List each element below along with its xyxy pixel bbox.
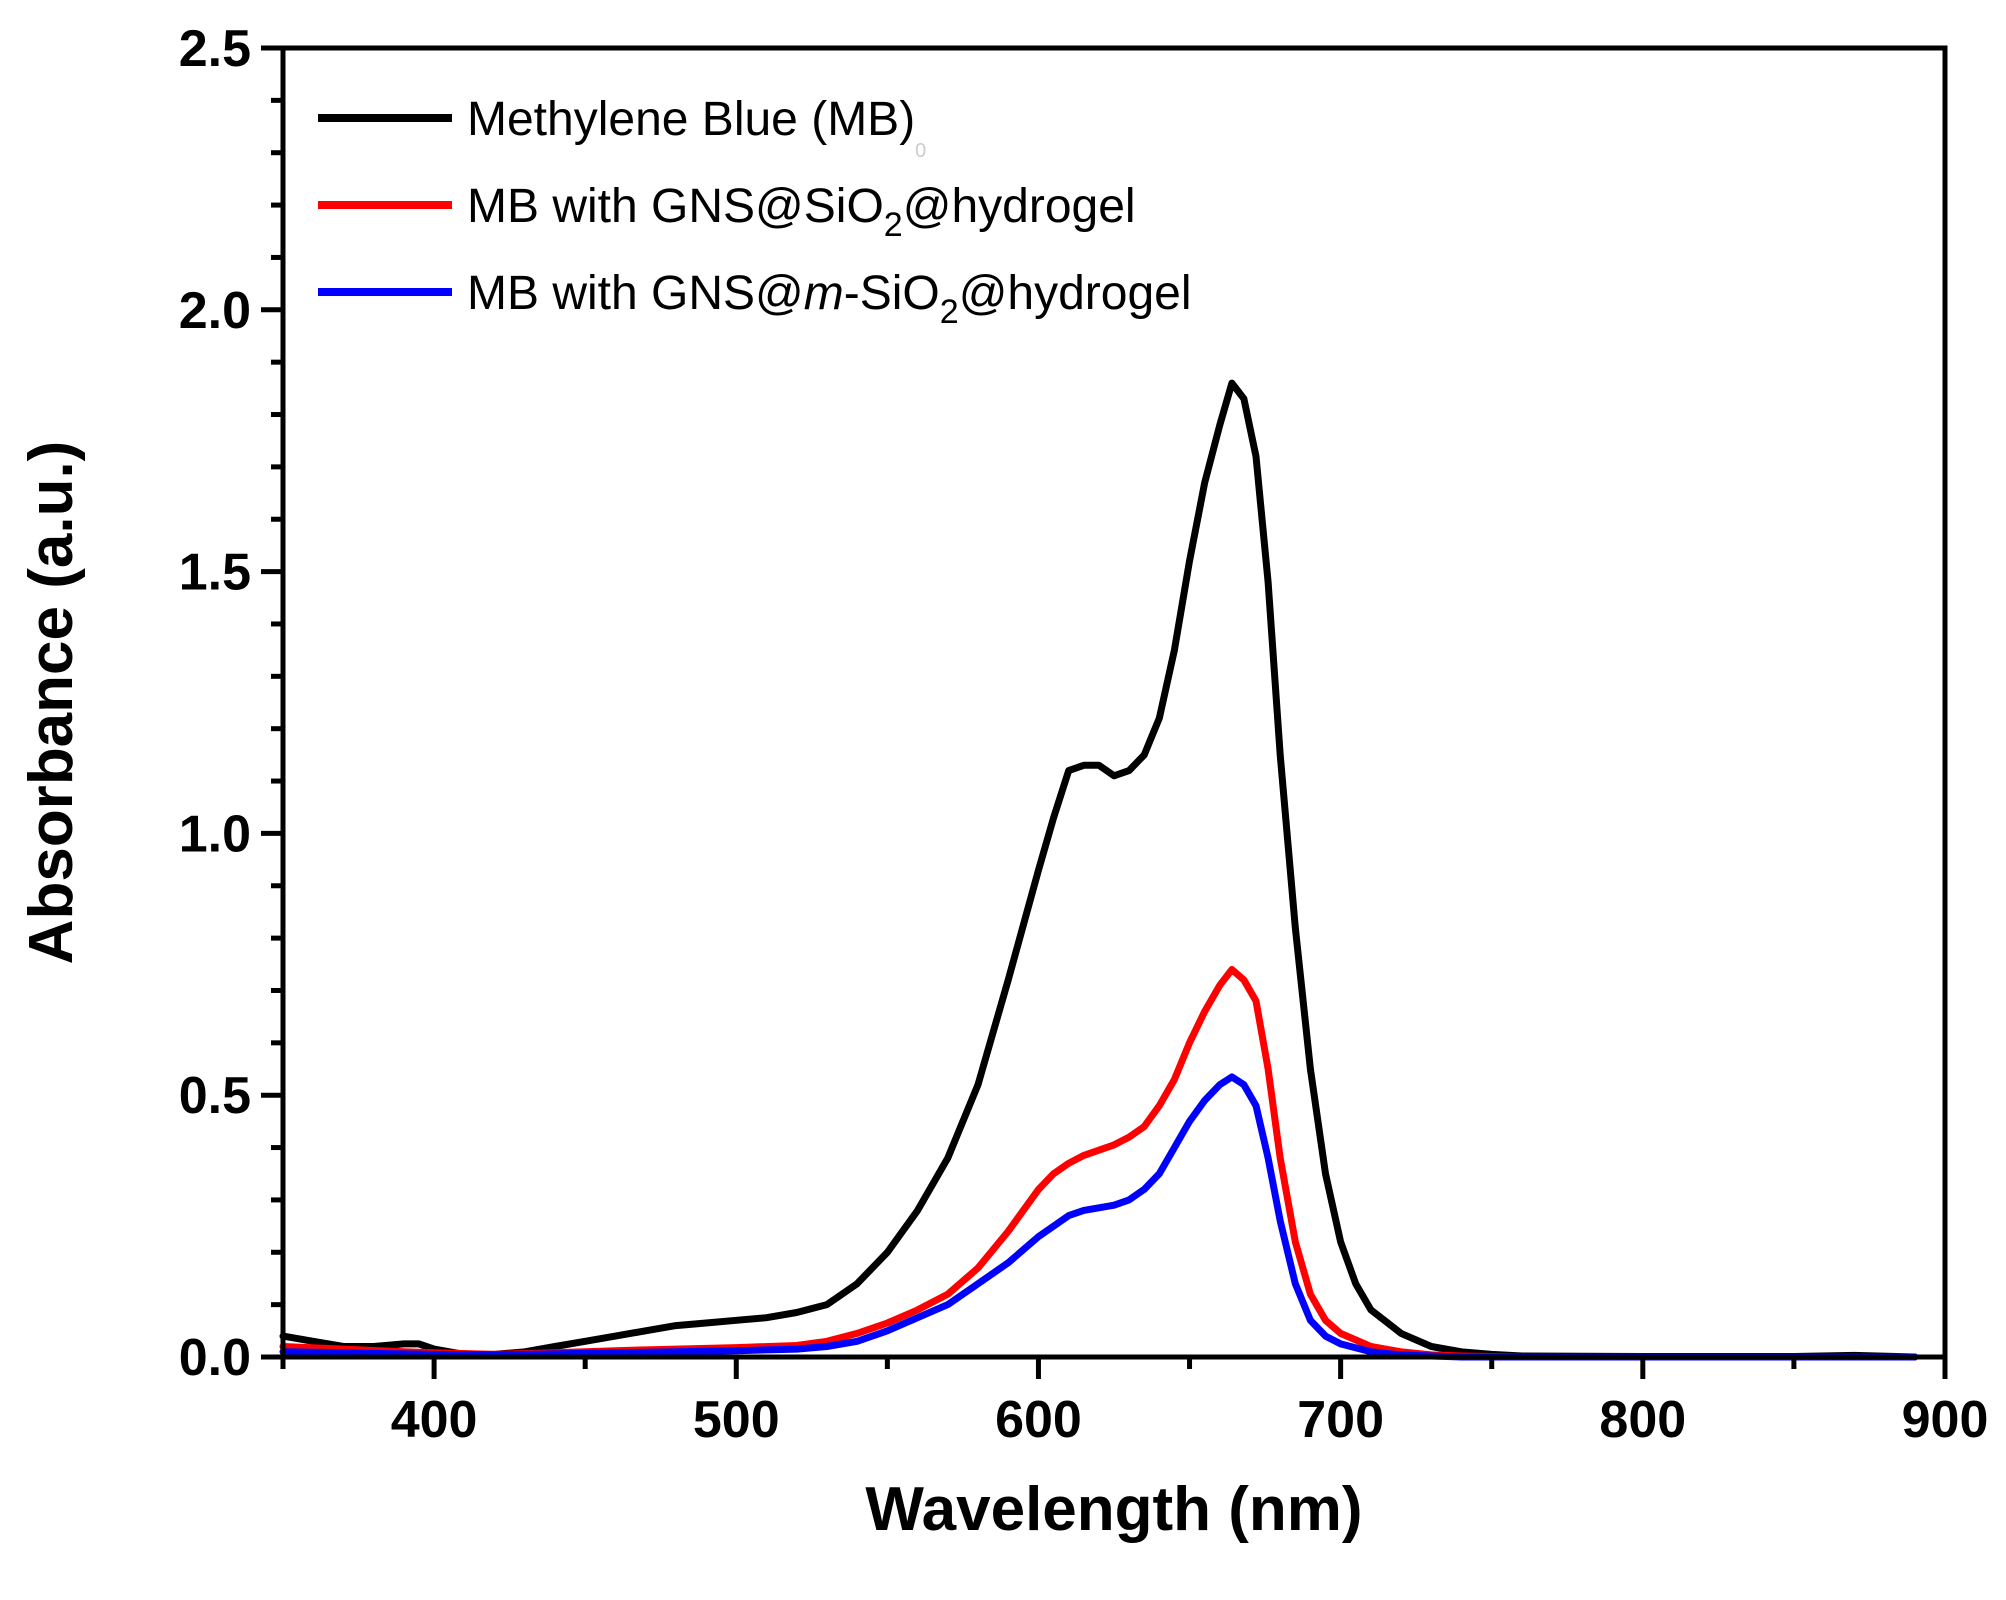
x-tick-label: 600 — [995, 1391, 1082, 1449]
legend: Methylene Blue (MB)0 MB with GNS@SiO2@hyd… — [318, 93, 1192, 331]
y-tick-label: 1.5 — [179, 544, 251, 602]
x-tick-label: 700 — [1297, 1391, 1384, 1449]
y-axis-label: Absorbance (a.u.) — [17, 441, 86, 965]
y-tick-label: 1.0 — [179, 805, 251, 863]
legend-label-1: Methylene Blue (MB)0 — [467, 93, 926, 162]
series-layer — [279, 379, 1919, 1361]
series-line-1 — [279, 379, 1919, 1361]
y-tick-label: 2.0 — [179, 282, 251, 340]
y-tick-label: 0.0 — [179, 1329, 251, 1387]
x-tick-label: 900 — [1902, 1391, 1989, 1449]
x-axis-label: Wavelength (nm) — [865, 1475, 1362, 1544]
y-tick-label: 0.5 — [179, 1067, 251, 1125]
legend-label-2: MB with GNS@SiO2@hydrogel — [467, 180, 1136, 244]
plot-frame — [280, 45, 1948, 1360]
y-tick-label: 2.5 — [179, 20, 251, 78]
x-tick-label: 400 — [391, 1391, 478, 1449]
x-tick-label: 800 — [1599, 1391, 1686, 1449]
x-tick-label: 500 — [693, 1391, 780, 1449]
ticks-layer: 400 500 600 700 800 900 0.0 0.5 1.0 1.5 2.0 2.5 — [179, 20, 1989, 1449]
series-line-3 — [279, 1073, 1919, 1361]
legend-label-3: MB with GNS@m-SiO2@hydrogel — [467, 267, 1192, 331]
